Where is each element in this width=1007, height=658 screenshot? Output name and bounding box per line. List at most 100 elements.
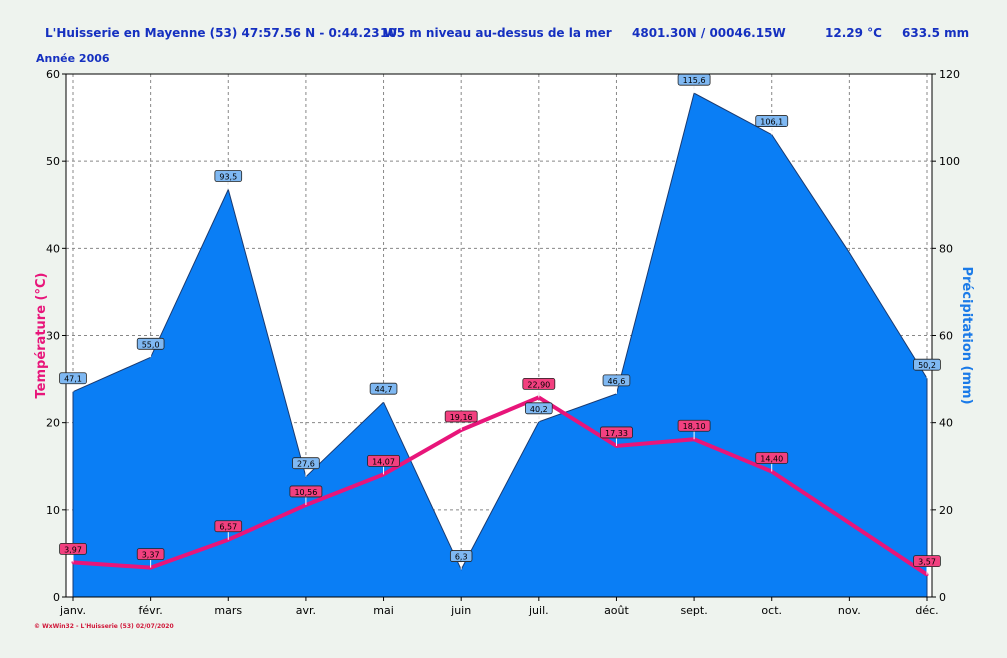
precipitation-data-label-text: 93,5	[219, 172, 237, 181]
precipitation-data-label-text: 47,1	[64, 375, 82, 384]
station-info: L'Huisserie en Mayenne (53) 47:57.56 N -…	[45, 26, 398, 40]
x-tick-label: janv.	[59, 604, 86, 617]
temperature-data-label-box	[136, 548, 165, 561]
temperature-data-label-text: 6,57	[219, 523, 237, 532]
average-temperature: 12.29 °C	[825, 26, 882, 40]
temperature-data-label: 18,10	[677, 419, 711, 440]
precipitation-data-label: 93,5	[214, 170, 243, 190]
temperature-data-label-text: 3,97	[64, 545, 82, 554]
left-tick-label: 60	[46, 68, 60, 81]
temperature-data-label-box	[214, 520, 243, 533]
precipitation-data-label-text: 40,2	[530, 405, 548, 414]
precipitation-data-label-box	[59, 372, 87, 385]
right-tick-label: 40	[939, 417, 953, 430]
precipitation-data-label: 46,6	[602, 374, 631, 394]
temperature-data-label-text: 3,57	[918, 558, 936, 567]
precipitation-data-label: 47,1	[59, 372, 87, 392]
temperature-data-label: 10,56	[289, 485, 323, 505]
temperature-data-label: 14,40	[755, 452, 789, 472]
temperature-data-label-text: 22,90	[527, 380, 550, 389]
temperature-data-label-box	[522, 377, 556, 390]
temperature-data-label-box	[444, 410, 478, 423]
precipitation-data-label-box	[214, 170, 243, 182]
right-tick-label: 80	[939, 242, 953, 255]
temperature-data-label: 17,33	[600, 426, 633, 446]
left-tick-label: 30	[46, 330, 60, 343]
temperature-data-label-box	[677, 419, 711, 432]
precipitation-data-label: 115,6	[677, 73, 711, 94]
temperature-data-label-text: 19,16	[450, 413, 473, 422]
temperature-data-label: 19,16	[444, 410, 478, 430]
precipitation-data-label-box	[677, 73, 711, 86]
left-tick-label: 10	[46, 504, 60, 517]
temperature-data-label-text: 18,10	[683, 422, 706, 431]
precipitation-data-label-text: 55,0	[142, 340, 160, 349]
x-tick-label: mai	[373, 604, 394, 617]
x-tick-label: juil.	[528, 604, 549, 617]
x-tick-label: mars	[214, 604, 242, 617]
precipitation-data-label-box	[913, 358, 941, 371]
year-label: Année 2006	[36, 52, 110, 65]
precipitation-data-label-box	[369, 382, 398, 395]
x-tick-label: juin	[450, 604, 471, 617]
precipitation-data-label-text: 115,6	[683, 76, 706, 85]
temperature-data-label-box	[289, 485, 323, 498]
precipitation-data-label: 27,6	[292, 457, 320, 477]
temperature-data-label-text: 14,40	[760, 454, 783, 463]
left-tick-label: 20	[46, 417, 60, 430]
data-labels: 47,1 55,0 93,5 27,6 44,7 6,3 40,2 46,6 115,6 106,…	[59, 73, 941, 575]
temperature-line	[72, 395, 929, 577]
precipitation-data-label: 106,1	[755, 115, 789, 135]
left-axis-title: Température (°C)	[34, 273, 49, 399]
right-tick-label: 120	[939, 68, 960, 81]
x-tick-label: août	[604, 604, 629, 617]
precipitation-data-label-text: 106,1	[760, 118, 783, 127]
temperature-data-label: 3,57	[913, 555, 941, 575]
x-tick-label: oct.	[761, 604, 782, 617]
right-tick-label: 0	[939, 591, 946, 604]
x-tick-label: avr.	[296, 604, 316, 617]
x-tick-label: déc.	[915, 604, 938, 617]
x-tick-label: nov.	[838, 604, 861, 617]
precipitation-data-label-box	[602, 374, 631, 387]
temperature-data-label: 14,07	[367, 454, 400, 475]
temperature-data-label-box	[913, 555, 941, 567]
footer-credit: © WxWin32 - L'Huisserie (53) 02/07/2020	[34, 623, 174, 630]
temperature-data-label-box	[755, 452, 789, 464]
precipitation-data-label: 50,2	[913, 358, 941, 379]
right-tick-label: 100	[939, 155, 960, 168]
precipitation-data-label-box	[449, 550, 473, 562]
temperature-data-label-text: 14,07	[372, 457, 395, 466]
station-code: 4801.30N / 00046.15W	[632, 26, 786, 40]
precipitation-data-label-text: 27,6	[297, 460, 315, 469]
left-tick-label: 0	[53, 591, 60, 604]
temperature-point	[847, 521, 851, 525]
left-tick-label: 50	[46, 155, 60, 168]
temperature-data-label: 22,90	[522, 377, 556, 398]
temperature-data-label-text: 10,56	[294, 488, 317, 497]
precipitation-data-label: 40,2	[525, 402, 553, 422]
precipitation-data-label-box	[292, 457, 320, 470]
x-tick-label: févr.	[139, 604, 163, 617]
precipitation-data-label-text: 46,6	[608, 377, 626, 386]
precipitation-data-label: 6,3	[449, 550, 473, 570]
precipitation-data-label-text: 6,3	[455, 553, 468, 562]
temperature-data-label: 3,97	[59, 542, 87, 563]
right-tick-label: 60	[939, 330, 953, 343]
precipitation-data-label-text: 50,2	[918, 361, 936, 370]
temperature-data-label: 6,57	[214, 520, 243, 540]
precipitation-data-label: 44,7	[369, 382, 398, 403]
total-precipitation: 633.5 mm	[902, 26, 970, 40]
temperature-data-label-box	[59, 542, 87, 555]
precipitation-data-label-box	[755, 115, 789, 127]
temperature-data-label-box	[367, 454, 400, 467]
temperature-data-label: 3,37	[136, 548, 165, 568]
axes: 0 10 20 30 40 50 60 0 20 40 60 80 100 120 janv. févr. ma…	[46, 68, 960, 617]
precipitation-data-label-box	[525, 402, 553, 415]
right-axis-title: Précipitation (mm)	[959, 266, 974, 404]
temperature-data-label-box	[600, 426, 633, 439]
temperature-data-label-text: 3,37	[142, 551, 160, 560]
temperature-data-label-text: 17,33	[605, 429, 628, 438]
precipitation-data-label-text: 44,7	[375, 385, 393, 394]
